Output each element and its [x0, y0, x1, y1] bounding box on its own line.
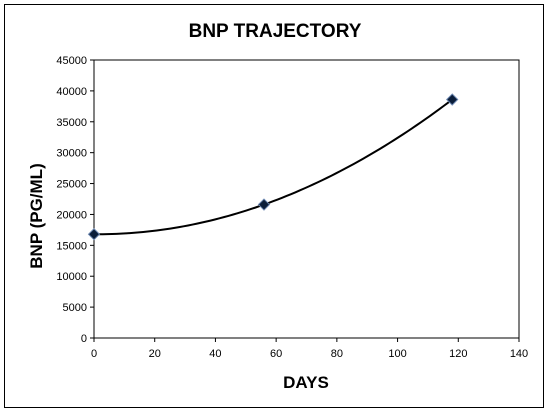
- y-axis-ticks: 0 5000 10000 15000 20000 25000 30000 35000 40000…: [56, 55, 94, 345]
- y-tick-label: 0: [81, 333, 87, 345]
- x-axis-title: DAYS: [283, 373, 329, 392]
- data-point: [257, 198, 271, 211]
- x-tick-label: 20: [149, 348, 161, 360]
- chart-title: BNP TRAJECTORY: [189, 21, 362, 42]
- y-tick-label: 45000: [56, 55, 87, 67]
- x-tick-label: 100: [388, 348, 406, 360]
- trendline: [93, 98, 453, 236]
- x-tick-label: 140: [510, 348, 528, 360]
- data-point: [446, 93, 459, 106]
- y-tick-label: 15000: [56, 240, 87, 252]
- y-tick-label: 30000: [56, 148, 87, 160]
- x-axis-ticks: 0 20 40 60 80 100 120 140: [91, 338, 528, 360]
- y-axis-title: BNP (PG/ML): [27, 163, 46, 268]
- data-point: [87, 228, 101, 241]
- x-tick-label: 0: [91, 348, 97, 360]
- data-points: [87, 93, 459, 241]
- y-tick-label: 5000: [63, 302, 87, 314]
- y-tick-label: 20000: [56, 209, 87, 221]
- x-tick-label: 120: [449, 348, 467, 360]
- y-tick-label: 10000: [56, 271, 87, 283]
- x-tick-label: 60: [270, 348, 282, 360]
- y-tick-label: 40000: [56, 86, 87, 98]
- y-tick-label: 25000: [56, 179, 87, 191]
- x-tick-label: 80: [331, 348, 343, 360]
- x-tick-label: 40: [209, 348, 221, 360]
- plot-area: [93, 59, 520, 339]
- y-tick-label: 35000: [56, 117, 87, 129]
